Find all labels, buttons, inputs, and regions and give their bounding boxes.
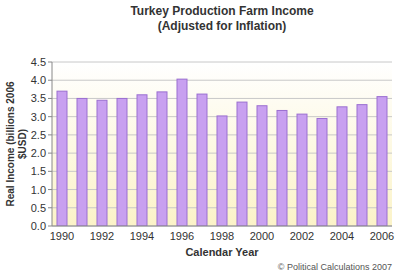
x-tick-label: 2006 <box>370 230 394 242</box>
tick-mark <box>48 171 52 172</box>
x-tick-label: 1990 <box>50 230 74 242</box>
bar <box>197 94 207 226</box>
bar <box>137 95 147 226</box>
subtitle: (Adjusted for Inflation) <box>158 19 287 33</box>
bar <box>237 102 247 226</box>
y-tick-label: 4.5 <box>31 56 46 68</box>
bar <box>157 92 167 226</box>
annotation: © Political Calculations 2007 <box>278 262 392 272</box>
tick-mark <box>48 62 52 63</box>
grid-line <box>52 226 392 227</box>
x-tick-label: 1998 <box>210 230 234 242</box>
tick-mark <box>48 98 52 99</box>
plot-background <box>52 62 392 226</box>
x-tick-label: 1994 <box>130 230 154 242</box>
x-tick-label: 2002 <box>290 230 314 242</box>
tick-mark <box>48 226 52 227</box>
y-axis-label: Real Income (billions 2006$USD) <box>5 81 28 206</box>
chart: 0.0 0.5 1.0 1.5 2.0 2.5 3.0 3.5 4.0 4.5 1990 1992 19… <box>0 0 400 274</box>
bar <box>277 110 287 226</box>
title: Turkey Production Farm Income <box>130 4 313 18</box>
y-tick-label: 2.5 <box>31 129 46 141</box>
bar <box>337 107 347 226</box>
y-tick-label: 1.5 <box>31 165 46 177</box>
tick-mark <box>48 80 52 81</box>
bar <box>317 118 327 226</box>
bar <box>117 98 127 226</box>
tick-mark <box>48 116 52 117</box>
bar <box>177 79 187 226</box>
x-tick-label: 1992 <box>90 230 114 242</box>
bar <box>257 106 267 226</box>
y-axis <box>52 62 53 226</box>
x-tick-label: 1996 <box>170 230 194 242</box>
bar <box>57 91 67 226</box>
x-tick-label: 2000 <box>250 230 274 242</box>
y-tick-label: 2.0 <box>31 147 46 159</box>
bars <box>57 79 387 226</box>
grid-line <box>52 62 392 63</box>
x-axis-label: Calendar Year <box>185 246 259 258</box>
y-tick-label: 3.0 <box>31 111 46 123</box>
bar <box>77 98 87 226</box>
bar <box>297 114 307 226</box>
bar <box>97 100 107 226</box>
tick-mark <box>48 189 52 190</box>
y-tick-label: 0.5 <box>31 202 46 214</box>
bar <box>217 116 227 226</box>
x-tick-label: 2004 <box>330 230 354 242</box>
y-tick-label: 1.0 <box>31 184 46 196</box>
tick-mark <box>48 207 52 208</box>
grid-line <box>52 98 392 99</box>
grid-line <box>52 80 392 81</box>
y-tick-label: 3.5 <box>31 92 46 104</box>
tick-mark <box>48 134 52 135</box>
x-axis <box>52 226 392 227</box>
bar <box>377 97 387 226</box>
y-tick-label: 4.0 <box>31 74 46 86</box>
y-tick-label: 0.0 <box>31 220 46 232</box>
bar <box>357 105 367 226</box>
tick-mark <box>48 153 52 154</box>
